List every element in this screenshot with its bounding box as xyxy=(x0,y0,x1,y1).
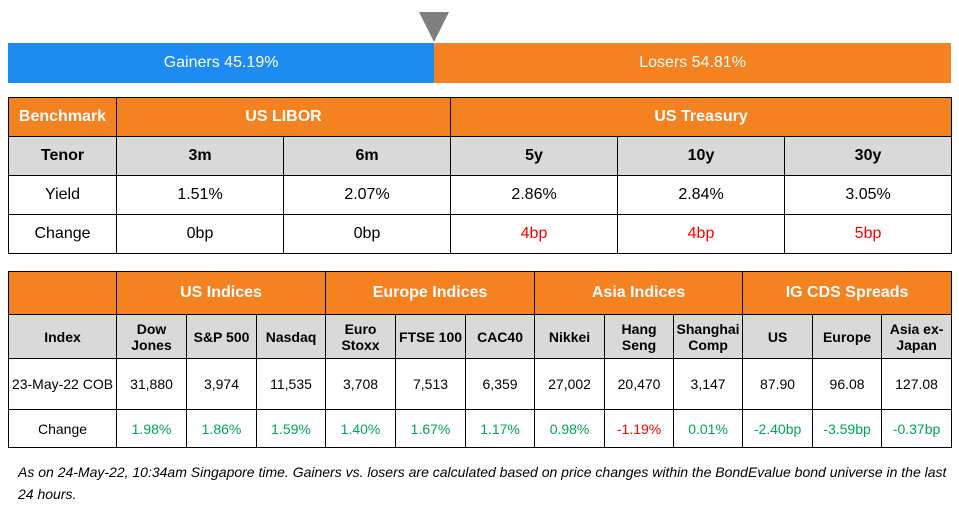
index-name-cell: Nasdaq xyxy=(255,314,327,359)
index-change-cell: 0.01% xyxy=(673,409,744,448)
index-value-cell: 6,359 xyxy=(465,358,536,410)
us-treasury-header: US Treasury xyxy=(450,97,953,137)
yield-cell: 2.86% xyxy=(450,175,619,215)
blank-header xyxy=(8,271,117,315)
index-change-cell: -2.40bp xyxy=(742,409,814,448)
index-value-cell: 27,002 xyxy=(534,358,606,410)
index-values-row: 23-May-22 COB 31,880 3,974 11,535 3,708 7,51… xyxy=(8,358,953,410)
change-cell: 5bp xyxy=(784,214,953,254)
gainers-segment: Gainers 45.19% xyxy=(8,43,435,83)
index-name-part: Comp xyxy=(688,336,728,353)
europe-indices-header: Europe Indices xyxy=(325,271,536,315)
change-cell: 0bp xyxy=(282,214,452,254)
index-change-cell: 1.59% xyxy=(255,409,327,448)
index-label: Index xyxy=(8,314,117,359)
index-name-cell: S&P 500 xyxy=(186,314,257,359)
index-change-cell: -1.19% xyxy=(604,409,675,448)
yield-cell: 1.51% xyxy=(116,175,284,215)
rates-change-row: Change 0bp 0bp 4bp 4bp 5bp xyxy=(8,214,953,254)
index-value-cell: 127.08 xyxy=(881,358,953,410)
index-name-part: US xyxy=(767,328,788,345)
index-name-part: Stoxx xyxy=(341,336,380,353)
index-name-part: Seng xyxy=(621,336,657,353)
index-name-part: Jones xyxy=(131,336,172,353)
change-cell: 4bp xyxy=(450,214,619,254)
tenor-cell: 30y xyxy=(784,136,953,176)
index-name-part: Nasdaq xyxy=(265,328,317,345)
index-name-part: Nikkei xyxy=(548,328,591,345)
index-change-cell: 0.98% xyxy=(534,409,606,448)
index-name-cell: Nikkei xyxy=(534,314,606,359)
index-name-cell: Dow Jones xyxy=(116,314,187,359)
index-value-cell: 3,974 xyxy=(186,358,257,410)
index-name-part: Dow xyxy=(136,320,167,337)
index-name-part: S&P 500 xyxy=(193,328,250,345)
index-name-cell: Hang Seng xyxy=(604,314,675,359)
index-name-part: FTSE 100 xyxy=(399,328,463,345)
index-name-part: Europe xyxy=(822,328,872,345)
asia-indices-header: Asia Indices xyxy=(534,271,744,315)
gainers-losers-bar: Gainers 45.19% Losers 54.81% xyxy=(8,43,951,83)
index-name-part: Euro xyxy=(344,320,377,337)
indices-table: US Indices Europe Indices Asia Indices I… xyxy=(8,271,953,448)
index-value-cell: 11,535 xyxy=(255,358,327,410)
index-change-cell: 1.17% xyxy=(465,409,536,448)
footnote: As on 24-May-22, 10:34am Singapore time.… xyxy=(18,464,947,502)
change-label: Change xyxy=(8,409,117,448)
index-name-cell: Shanghai Comp xyxy=(673,314,744,359)
index-change-cell: -3.59bp xyxy=(812,409,883,448)
index-value-cell: 31,880 xyxy=(116,358,187,410)
tenor-cell: 5y xyxy=(450,136,619,176)
index-value-cell: 87.90 xyxy=(742,358,814,410)
benchmark-header: Benchmark xyxy=(8,97,117,137)
yield-cell: 3.05% xyxy=(784,175,953,215)
index-name-cell: FTSE 100 xyxy=(395,314,467,359)
index-name-cell: CAC40 xyxy=(465,314,536,359)
index-name-cell: Europe xyxy=(812,314,883,359)
yield-label: Yield xyxy=(8,175,117,215)
index-name-cell: US xyxy=(742,314,814,359)
index-change-cell: 1.67% xyxy=(395,409,467,448)
tenor-cell: 3m xyxy=(116,136,284,176)
index-names-row: Index Dow Jones S&P 500 Nasdaq Euro Stoxx FTSE… xyxy=(8,314,953,359)
date-label: 23-May-22 COB xyxy=(8,358,117,410)
index-name-part: Hang xyxy=(621,320,657,337)
us-libor-header: US LIBOR xyxy=(115,97,452,137)
tenor-row: Tenor 3m 6m 5y 10y 30y xyxy=(8,136,953,176)
gainers-label: Gainers 45.19% xyxy=(163,54,279,71)
index-name-cell: Euro Stoxx xyxy=(325,314,397,359)
us-indices-header: US Indices xyxy=(115,271,327,315)
losers-label: Losers 54.81% xyxy=(639,54,746,71)
tenor-cell: 10y xyxy=(617,136,786,176)
change-cell: 0bp xyxy=(116,214,284,254)
yield-cell: 2.07% xyxy=(282,175,452,215)
yield-row: Yield 1.51% 2.07% 2.86% 2.84% 3.05% xyxy=(8,175,953,215)
triangle-down-icon xyxy=(419,12,449,42)
index-value-cell: 7,513 xyxy=(395,358,467,410)
ig-cds-spreads-header: IG CDS Spreads xyxy=(742,271,953,315)
index-changes-row: Change 1.98% 1.86% 1.59% 1.40% 1.67% 1.17% 0.9… xyxy=(8,409,953,448)
change-cell: 4bp xyxy=(617,214,786,254)
index-change-cell: 1.86% xyxy=(186,409,257,448)
index-value-cell: 96.08 xyxy=(812,358,883,410)
index-name-part: CAC40 xyxy=(477,328,523,345)
index-value-cell: 3,708 xyxy=(325,358,397,410)
tenor-label: Tenor xyxy=(8,136,117,176)
index-change-cell: 1.98% xyxy=(116,409,187,448)
losers-segment: Losers 54.81% xyxy=(434,43,951,83)
rates-table: Benchmark US LIBOR US Treasury Tenor 3m … xyxy=(8,97,953,254)
index-name-part: Japan xyxy=(896,336,937,353)
rates-group-header-row: Benchmark US LIBOR US Treasury xyxy=(8,97,953,137)
change-label: Change xyxy=(8,214,117,254)
index-change-cell: -0.37bp xyxy=(881,409,953,448)
index-name-part: Asia ex- xyxy=(889,320,944,337)
index-change-cell: 1.40% xyxy=(325,409,397,448)
index-name-part: Shanghai xyxy=(676,320,740,337)
index-value-cell: 3,147 xyxy=(673,358,744,410)
indices-group-header-row: US Indices Europe Indices Asia Indices I… xyxy=(8,271,953,315)
yield-cell: 2.84% xyxy=(617,175,786,215)
index-name-cell: Asia ex- Japan xyxy=(881,314,953,359)
tenor-cell: 6m xyxy=(282,136,452,176)
index-value-cell: 20,470 xyxy=(604,358,675,410)
